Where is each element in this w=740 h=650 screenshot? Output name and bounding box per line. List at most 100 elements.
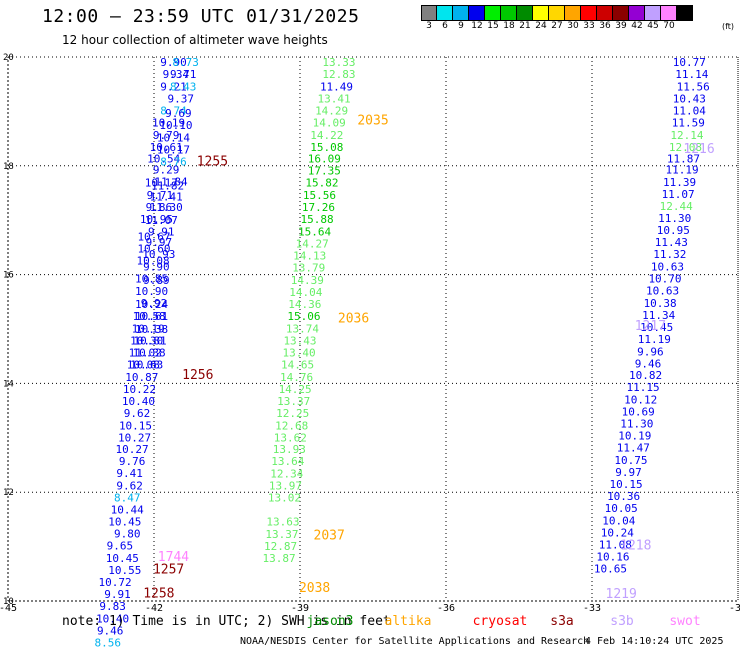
swh-value-label: 10.30 [130,334,163,347]
swh-value-label: 11.82 [151,179,184,192]
swh-value-label: 8.47 [114,492,141,505]
x-tick-label: -30 [729,603,740,614]
swh-value-label: 11.02 [129,346,162,359]
swh-value-label: 13.37 [265,528,298,541]
chart-title: 12:00 – 23:59 UTC 01/31/2025 [42,6,360,27]
scale-tick-label: 12 [471,21,483,31]
swh-value-label: 10.65 [594,562,627,575]
swh-value-label: 15.82 [305,177,338,190]
swh-value-label: 9.86 [146,201,173,214]
swh-value-label: 10.14 [157,132,190,145]
swh-value-label: 11.15 [627,381,660,394]
swh-value-label: 9.97 [146,236,173,249]
scale-tick-label: 45 [647,21,659,31]
swh-value-label: 11.49 [320,80,353,93]
swh-value-label: 11.41 [150,190,183,203]
footer-note: note: 1) Time is in UTC; 2) SWH is in fe… [62,614,391,629]
swh-value-label: 13.74 [286,322,319,335]
scale-swatch [421,5,437,21]
swh-value-label: 13.87 [263,552,296,565]
swh-value-label: 10.08 [127,358,160,371]
swh-value-label: 9.69 [165,107,192,120]
swh-value-label: 10.22 [123,383,156,396]
swh-value-label: 10.24 [601,526,634,539]
swh-value-label: 9.46 [97,624,124,637]
swh-value-label: 15.56 [303,189,336,202]
swh-value-label: 9.41 [116,467,143,480]
y-tick-label: 10 [3,597,14,607]
swh-value-label: 16.09 [308,153,341,166]
scale-tick-label: 6 [442,21,448,31]
swh-value-label: 10.95 [140,213,173,226]
swh-value-label: 10.40 [122,395,155,408]
swh-value-label: 9.37 [168,92,195,105]
swh-value-label: 9.71 [147,189,174,202]
swh-value-label: 14.29 [315,104,348,117]
swh-value-label: 10.27 [118,431,151,444]
scale-swatch [517,5,533,21]
swh-value-label: 10.24 [135,298,168,311]
scale-tick-label: 70 [663,21,675,31]
swh-value-label: 9.46 [635,357,662,370]
swh-value-label: 10.63 [646,284,679,297]
satellite-legend-item: swot [669,614,700,629]
scale-tick-label: 15 [487,21,499,31]
scale-tick-label: 21 [519,21,531,31]
swh-value-label: 9.62 [124,407,151,420]
swh-value-label: 10.63 [651,260,684,273]
swh-value-label: 11.19 [638,333,671,346]
swh-value-label: 11.34 [642,309,675,322]
swh-value-label: 10.82 [629,369,662,382]
scale-tick-label: 39 [615,21,627,31]
swh-value-label: 12.25 [276,407,309,420]
swh-value-label: 10.95 [657,224,690,237]
x-tick-label: -39 [291,603,309,614]
satellite-legend-item: s3b [610,614,634,629]
swh-value-label: 15.64 [298,226,331,239]
swh-value-label: 10.45 [640,321,673,334]
swh-value-label: 14.27 [296,238,329,251]
satellite-legend-item: jason3 [307,614,354,629]
scale-swatch [453,5,469,21]
swh-value-label: 9.62 [116,480,143,493]
color-scale-unit: (ft) [722,22,735,31]
footer-timestamp: 4 Feb 14:10:24 UTC 2025 [585,636,723,647]
swh-value-label: 9.91 [148,226,175,239]
swh-value-label: 10.19 [132,322,165,335]
swh-value-label: 9.89 [143,274,170,287]
swh-value-label: 9.80 [114,528,141,541]
swh-value-label: 15.88 [300,213,333,226]
swh-value-label: 10.36 [607,490,640,503]
swh-value-label: 13.43 [283,334,316,347]
scale-tick-label: 3 [426,21,432,31]
swh-value-label: 12.14 [670,129,703,142]
swh-value-label: 11.43 [655,236,688,249]
swh-value-label: 14.04 [289,286,322,299]
swh-value-label: 13.93 [273,443,306,456]
scale-tick-label: 9 [458,21,464,31]
swh-value-label: 10.04 [602,514,635,527]
swh-value-label: 10.27 [116,443,149,456]
scale-swatch [661,5,677,21]
x-tick-label: -42 [145,603,163,614]
swh-value-label: 13.64 [271,455,304,468]
scale-swatch [501,5,517,21]
swh-value-label: 9.91 [104,588,131,601]
swh-value-label: 11.39 [663,176,696,189]
swh-value-label: 10.61 [135,310,168,323]
swh-value-label: 14.09 [313,116,346,129]
swh-value-label: 11.30 [150,201,183,214]
scale-tick-label: 24 [535,21,547,31]
swh-value-label: 10.87 [125,371,158,384]
y-tick-label: 18 [3,162,14,172]
pass-number-label: 1744 [158,550,189,565]
pass-number-label: 2035 [357,114,388,129]
swh-value-label: 10.38 [135,323,168,336]
swh-value-label: 13.33 [322,56,355,69]
swh-value-label: 12.44 [660,200,693,213]
swh-value-label: 11.08 [599,538,632,551]
swh-value-label: 14.25 [279,383,312,396]
scale-tick-label: 33 [583,21,595,31]
swh-value-label: 9.97 [615,466,642,479]
swh-value-label: 10.15 [610,478,643,491]
